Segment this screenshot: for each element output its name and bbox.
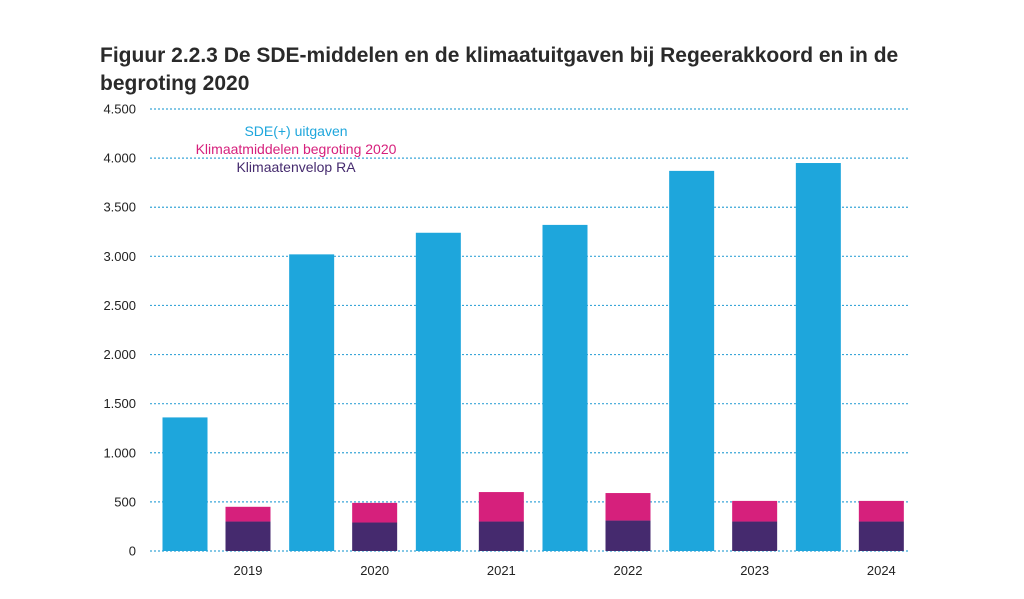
bar-klimaat-2022 xyxy=(605,493,651,521)
bar-klimaat-2021 xyxy=(478,521,524,551)
y-tick-label: 1.500 xyxy=(103,396,136,411)
bar-sde-2021 xyxy=(415,232,461,551)
bar-klimaat-2021 xyxy=(478,492,524,522)
bar-klimaat-2019 xyxy=(225,521,271,551)
legend-entry: Klimaatmiddelen begroting 2020 xyxy=(196,141,397,157)
bar-klimaat-2024 xyxy=(858,521,904,551)
x-tick-label: 2024 xyxy=(867,563,896,578)
bar-sde-2020 xyxy=(289,254,335,551)
bar-klimaat-2023 xyxy=(732,521,778,551)
bar-sde-2023 xyxy=(669,170,715,551)
bar-klimaat-2020 xyxy=(352,502,398,523)
legend-entry: SDE(+) uitgaven xyxy=(244,123,347,139)
bar-klimaat-2024 xyxy=(858,500,904,522)
bar-sde-2024 xyxy=(795,163,841,551)
x-tick-label: 2022 xyxy=(614,563,643,578)
y-tick-label: 2.000 xyxy=(103,347,136,362)
y-tick-label: 3.000 xyxy=(103,249,136,264)
x-tick-label: 2021 xyxy=(487,563,516,578)
x-tick-label: 2020 xyxy=(360,563,389,578)
bar-sde-2019 xyxy=(162,417,208,551)
y-tick-label: 1.000 xyxy=(103,445,136,460)
x-tick-label: 2023 xyxy=(740,563,769,578)
legend-entry: Klimaatenvelop RA xyxy=(236,159,356,175)
y-tick-label: 0 xyxy=(129,544,136,559)
bar-klimaat-2020 xyxy=(352,522,398,551)
bar-sde-2022 xyxy=(542,224,588,551)
chart-title: Figuur 2.2.3 De SDE-middelen en de klima… xyxy=(100,44,899,95)
bar-klimaat-2022 xyxy=(605,520,651,551)
y-tick-label: 4.500 xyxy=(103,102,136,117)
bar-klimaat-2023 xyxy=(732,500,778,522)
bar-klimaat-2019 xyxy=(225,506,271,522)
x-tick-label: 2019 xyxy=(234,563,263,578)
y-tick-label: 3.500 xyxy=(103,200,136,215)
y-tick-label: 4.000 xyxy=(103,151,136,166)
y-tick-label: 500 xyxy=(114,494,136,509)
y-tick-label: 2.500 xyxy=(103,298,136,313)
